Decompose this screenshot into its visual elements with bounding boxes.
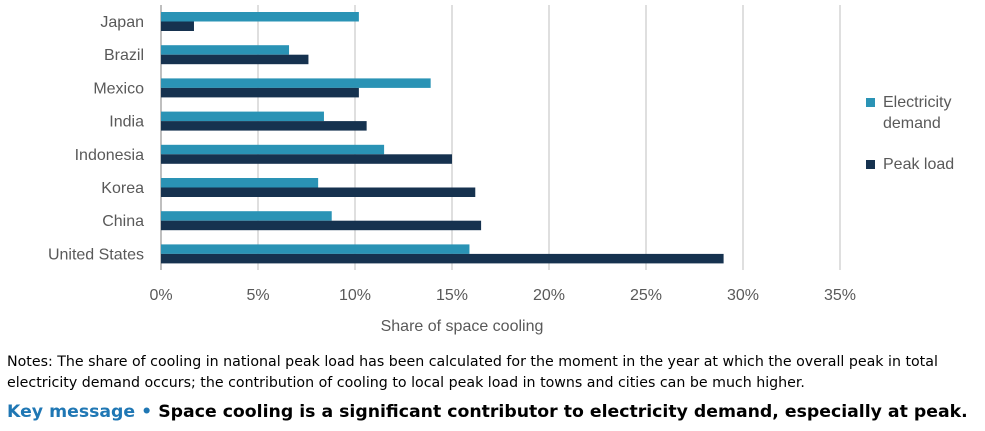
- category-label: Korea: [101, 180, 144, 197]
- x-tick-label: 30%: [727, 287, 759, 304]
- legend-label-electricity-line1: Electricity: [883, 94, 952, 111]
- x-tick-label: 10%: [339, 287, 371, 304]
- x-tick-label: 25%: [630, 287, 662, 304]
- key-message: Key message • Space cooling is a signifi…: [7, 402, 982, 422]
- bar-peak-china: [161, 220, 482, 231]
- chart-notes: Notes: The share of cooling in national …: [7, 354, 938, 391]
- x-tick-label: 35%: [824, 287, 856, 304]
- legend-label-peak: Peak load: [883, 156, 955, 173]
- legend-label-electricity-line2: demand: [883, 115, 941, 132]
- category-label: India: [109, 114, 144, 131]
- legend-item-peak: Peak load: [866, 154, 976, 175]
- bar-electricity-united-states: [161, 244, 470, 254]
- bar-electricity-mexico: [161, 78, 431, 88]
- bar-peak-korea: [161, 187, 476, 197]
- bar-peak-mexico: [161, 87, 359, 98]
- category-label: Brazil: [104, 47, 144, 64]
- category-label: Mexico: [93, 80, 144, 97]
- bar-peak-brazil: [161, 54, 309, 65]
- category-label: Indonesia: [75, 147, 144, 164]
- category-label: United States: [48, 246, 144, 263]
- legend-item-electricity: Electricity demand: [866, 92, 976, 134]
- x-axis-label: Share of space cooling: [381, 318, 544, 335]
- bar-peak-united-states: [161, 253, 724, 264]
- key-message-text: Space cooling is a significant contribut…: [158, 402, 968, 422]
- legend: Electricity demand Peak load: [866, 92, 976, 195]
- bar-chart: 0% 5% 10% 15% 20% 25% 30% 35% Japan Brazil Mexico I…: [48, 5, 856, 335]
- category-label: China: [102, 213, 144, 230]
- bar-peak-japan: [161, 21, 194, 31]
- bar-peak-indonesia: [161, 154, 452, 164]
- x-tick-label: 15%: [436, 287, 468, 304]
- bar-electricity-brazil: [161, 45, 290, 55]
- legend-swatch-peak: [866, 160, 875, 169]
- x-tick-label: 5%: [246, 287, 269, 304]
- bar-electricity-india: [161, 111, 324, 122]
- x-tick-label: 0%: [149, 287, 172, 304]
- bar-electricity-indonesia: [161, 144, 385, 155]
- key-message-label: Key message •: [7, 402, 153, 422]
- bar-electricity-china: [161, 211, 332, 221]
- legend-swatch-electricity: [866, 98, 875, 107]
- x-tick-label: 20%: [533, 287, 565, 304]
- bar-peak-india: [161, 121, 367, 131]
- bar-electricity-korea: [161, 178, 319, 188]
- bar-electricity-japan: [161, 12, 359, 22]
- chart-area: 0% 5% 10% 15% 20% 25% 30% 35% Japan Brazil Mexico I…: [48, 5, 976, 335]
- category-label: Japan: [100, 14, 144, 31]
